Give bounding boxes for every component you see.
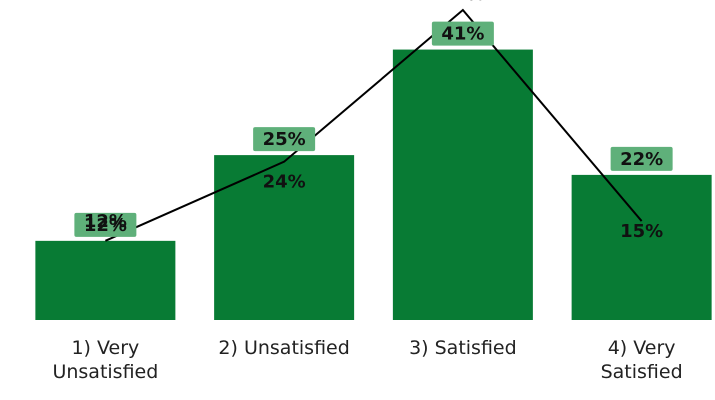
x-tick-label-1: 1) Very Unsatisfied	[52, 337, 159, 383]
x-tick-label-2: 2) Unsatisfied	[218, 337, 350, 359]
line-path	[104, 8, 643, 242]
x-tick-label-4: 4) Very Satisfied	[600, 337, 683, 383]
bar-label-box-3	[431, 21, 494, 46]
bar-label-2: 25%	[263, 129, 306, 150]
line-label-3: 47%	[441, 0, 484, 5]
bar-label-box-4	[610, 146, 673, 171]
line-label-2: 24%	[263, 172, 306, 193]
bar-label-box-2	[253, 127, 316, 152]
bar-label-4: 22%	[620, 149, 663, 170]
bar-label-3: 41%	[441, 24, 484, 45]
line-label-4: 15%	[620, 221, 663, 242]
bars	[35, 49, 712, 321]
data-labels: 12% 25% 41% 22% 12% 24% 47% 15%	[74, 0, 673, 242]
bar-3	[392, 49, 533, 321]
bar-label-box-1	[74, 212, 137, 237]
bar-4	[571, 174, 712, 320]
bar-label-1: 12%	[84, 215, 127, 236]
line-series	[104, 8, 643, 242]
x-tick-label-3: 3) Satisfied	[409, 337, 517, 359]
bar-1	[35, 240, 176, 320]
line-label-1: 12%	[84, 211, 127, 232]
